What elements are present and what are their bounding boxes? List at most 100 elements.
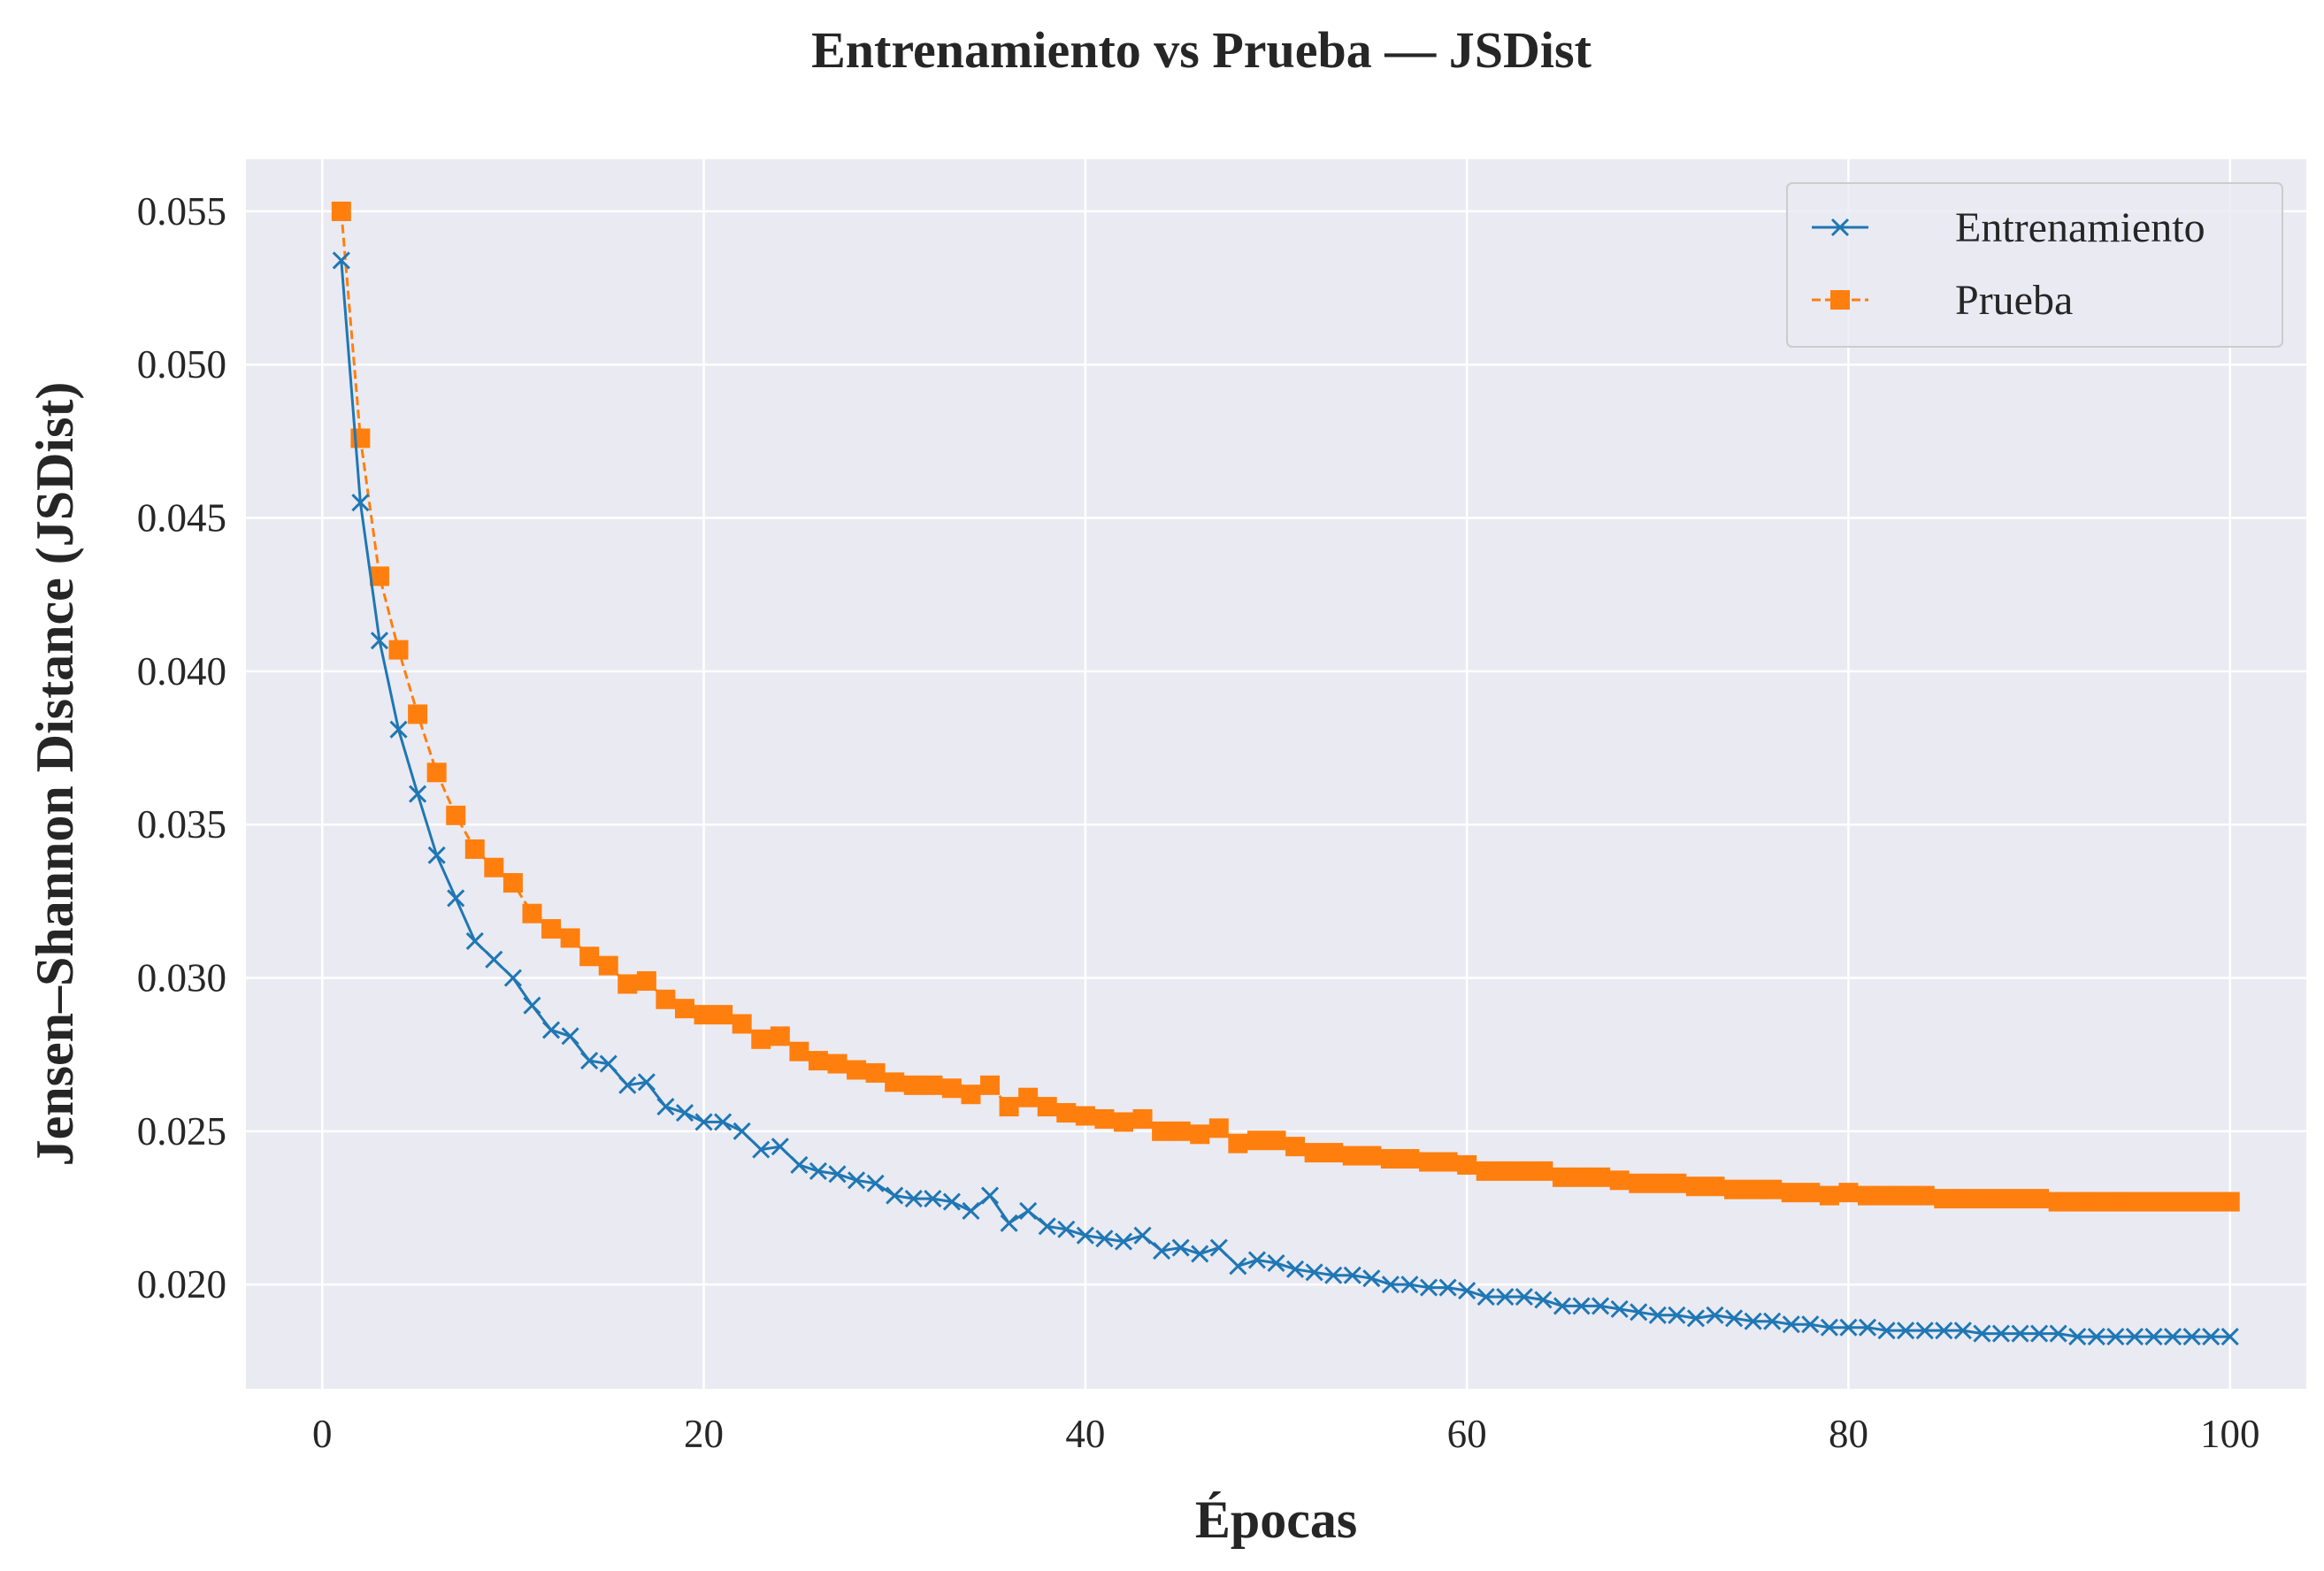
data-point (1094, 1108, 1115, 1129)
data-point (1935, 1322, 1953, 1340)
data-point (2220, 1192, 2240, 1212)
data-point (1190, 1124, 1210, 1145)
data-point (1208, 1118, 1229, 1138)
data-point (1991, 1324, 2011, 1343)
x-axis-label: Épocas (1195, 1491, 1357, 1549)
data-point (2144, 1328, 2163, 1346)
data-point (1896, 1185, 1916, 1206)
data-point (1000, 1214, 1018, 1232)
data-point (1534, 1291, 1553, 1309)
data-point (1476, 1287, 1495, 1307)
data-point (1973, 1324, 1991, 1343)
data-point (1515, 1287, 1533, 1307)
y-axis-label: Jensen–Shannon Distance (JSDist) (26, 382, 84, 1167)
data-point (2202, 1328, 2220, 1346)
data-point (961, 1084, 981, 1105)
data-point (1609, 1170, 1630, 1191)
data-point (560, 928, 580, 948)
data-point (904, 1190, 923, 1208)
data-point (351, 494, 370, 512)
data-point (1018, 1087, 1039, 1107)
data-point (1458, 1282, 1476, 1300)
data-point (980, 1075, 1001, 1095)
data-point (2010, 1189, 2030, 1209)
data-point (2068, 1328, 2087, 1346)
data-point (1630, 1303, 1648, 1322)
data-point (1877, 1322, 1896, 1340)
data-point (637, 1073, 656, 1092)
x-tick-label: 60 (1447, 1412, 1487, 1456)
legend-entry-entrenamiento: Entrenamiento (1812, 204, 2205, 251)
data-point (1075, 1106, 1095, 1126)
data-point (675, 1103, 694, 1123)
data-point (599, 1054, 617, 1073)
data-point (2029, 1189, 2050, 1209)
data-point (1858, 1185, 1878, 1206)
data-point (1668, 1306, 1686, 1324)
data-point (1152, 1121, 1172, 1141)
data-point (464, 839, 485, 859)
data-point (1858, 1318, 1877, 1337)
data-point (484, 857, 504, 877)
data-point (427, 846, 446, 864)
data-point (790, 1155, 809, 1175)
data-point (1552, 1167, 1572, 1187)
data-point (1819, 1185, 1839, 1206)
data-point (903, 1075, 924, 1095)
x-tick-label: 80 (1829, 1412, 1868, 1456)
y-tick-label: 0.040 (137, 649, 226, 694)
data-point (1419, 1152, 1439, 1172)
data-point (369, 566, 389, 586)
data-point (408, 704, 428, 724)
y-tick-label: 0.020 (137, 1262, 226, 1307)
y-tick-label: 0.025 (137, 1109, 226, 1153)
data-point (1496, 1287, 1515, 1307)
data-point (1305, 1263, 1323, 1282)
data-point (541, 1021, 561, 1039)
legend: Entrenamiento Prueba (1786, 182, 2283, 348)
data-point (2182, 1328, 2201, 1346)
data-point (886, 1186, 904, 1205)
data-point (1246, 1130, 1267, 1151)
data-point (656, 989, 676, 1009)
data-point (370, 632, 389, 650)
data-point (1419, 1278, 1438, 1297)
data-point (2030, 1324, 2049, 1343)
data-point (446, 805, 466, 825)
data-point (2049, 1324, 2067, 1343)
data-point (771, 1138, 789, 1156)
data-point (1191, 1245, 1209, 1263)
data-point (388, 640, 409, 660)
data-point (332, 251, 350, 270)
data-point (1705, 1176, 1725, 1197)
data-point (694, 1113, 713, 1131)
legend-label: Entrenamiento (1955, 204, 2205, 251)
data-point (1113, 1112, 1133, 1132)
data-point (1038, 1217, 1056, 1236)
grid-lines (246, 159, 2306, 1389)
data-point (2087, 1328, 2105, 1346)
data-point (1763, 1312, 1782, 1330)
x-tick-label: 40 (1065, 1412, 1105, 1456)
data-point (1457, 1154, 1477, 1175)
data-point (942, 1192, 961, 1211)
data-point (1667, 1173, 1687, 1193)
data-point (1362, 1269, 1381, 1288)
data-point (1876, 1185, 1897, 1206)
data-point (1247, 1251, 1266, 1269)
data-point (1781, 1183, 1801, 1203)
legend-entry-prueba: Prueba (1812, 277, 2073, 324)
data-point (561, 1027, 579, 1046)
series-line (340, 260, 2230, 1338)
data-point (1095, 1230, 1114, 1248)
data-point (1229, 1257, 1247, 1276)
data-point (1438, 1278, 1457, 1297)
data-point (1686, 1309, 1705, 1328)
data-point (713, 1005, 733, 1025)
data-point (1571, 1167, 1592, 1187)
chart-title: Entrenamiento vs Prueba — JSDist (811, 21, 1592, 79)
data-point (809, 1161, 828, 1180)
data-point (694, 1005, 714, 1025)
data-point (885, 1072, 905, 1092)
data-point (636, 970, 656, 991)
